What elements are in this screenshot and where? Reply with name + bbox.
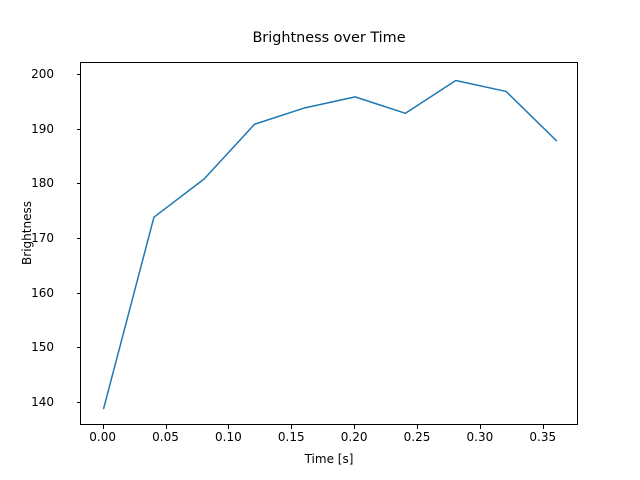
y-tick-mark <box>76 238 80 240</box>
y-tick-mark <box>76 128 80 130</box>
chart-title: Brightness over Time <box>252 30 406 46</box>
plot-area <box>80 62 578 425</box>
x-axis-label: Time [s] <box>304 452 354 466</box>
x-tick-mark <box>291 425 293 429</box>
y-tick-label: 170 <box>31 231 54 246</box>
x-tick-label: 0.05 <box>152 430 179 444</box>
x-tick-label: 0.35 <box>529 430 557 444</box>
y-tick-mark <box>76 402 80 404</box>
x-tick-mark <box>354 425 356 429</box>
x-tick-label: 0.15 <box>277 430 305 444</box>
y-tick-label: 180 <box>31 176 54 191</box>
y-tick-mark <box>76 292 80 294</box>
y-tick-mark <box>76 183 80 185</box>
y-tick-label: 140 <box>31 395 54 410</box>
x-tick-mark <box>228 425 230 429</box>
data-line-series <box>102 79 558 410</box>
x-tick-label: 0.10 <box>215 430 242 444</box>
x-tick-mark <box>479 425 481 429</box>
series-line-brightness <box>102 79 558 410</box>
x-tick-mark <box>165 425 167 429</box>
x-tick-label: 0.25 <box>403 430 431 444</box>
x-tick-label: 0.30 <box>466 430 494 444</box>
x-tick-mark <box>417 425 419 429</box>
y-tick-mark <box>76 347 80 349</box>
y-tick-label: 200 <box>31 67 54 82</box>
x-tick-mark <box>542 425 544 429</box>
x-tick-label: 0.20 <box>340 430 368 444</box>
y-tick-label: 190 <box>31 121 54 136</box>
y-tick-label: 150 <box>31 340 54 355</box>
y-tick-mark <box>76 74 80 76</box>
x-tick-mark <box>102 425 104 429</box>
x-tick-label: 0.00 <box>89 430 116 444</box>
y-tick-label: 160 <box>31 285 54 300</box>
